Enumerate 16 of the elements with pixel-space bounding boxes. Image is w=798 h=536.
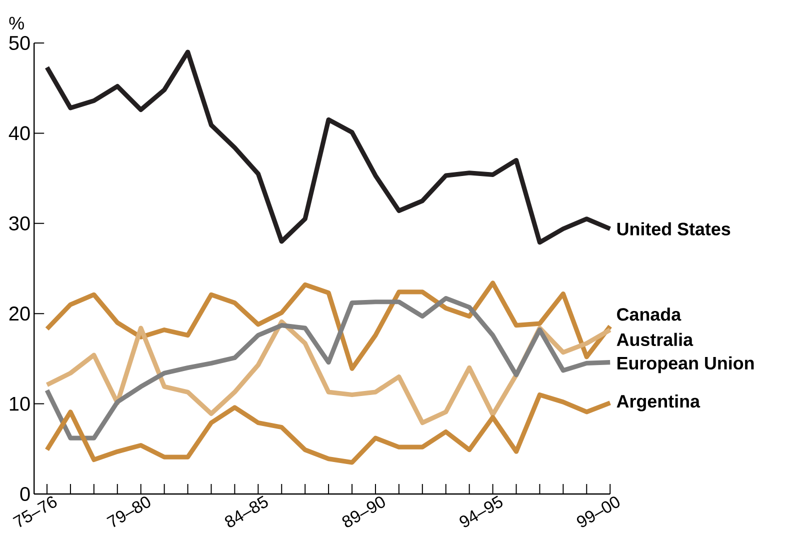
series-label: Canada <box>617 308 682 321</box>
series-label: Australia <box>616 332 694 346</box>
line-series <box>44 392 612 465</box>
line-series <box>44 319 612 426</box>
y-tick-label: 40 <box>8 126 30 140</box>
y-tick-label: 30 <box>9 216 30 230</box>
series-label: Argentina <box>616 394 700 412</box>
line-series <box>44 50 612 245</box>
y-tick-label: 20 <box>9 306 30 321</box>
line-series <box>44 280 612 371</box>
line-series <box>44 296 612 440</box>
series-label: European Union <box>618 356 754 374</box>
series-label: United States <box>617 222 730 236</box>
y-tick-label: 50 <box>9 36 30 50</box>
y-axis-title: % <box>9 16 24 30</box>
y-tick-label: 10 <box>10 396 30 411</box>
